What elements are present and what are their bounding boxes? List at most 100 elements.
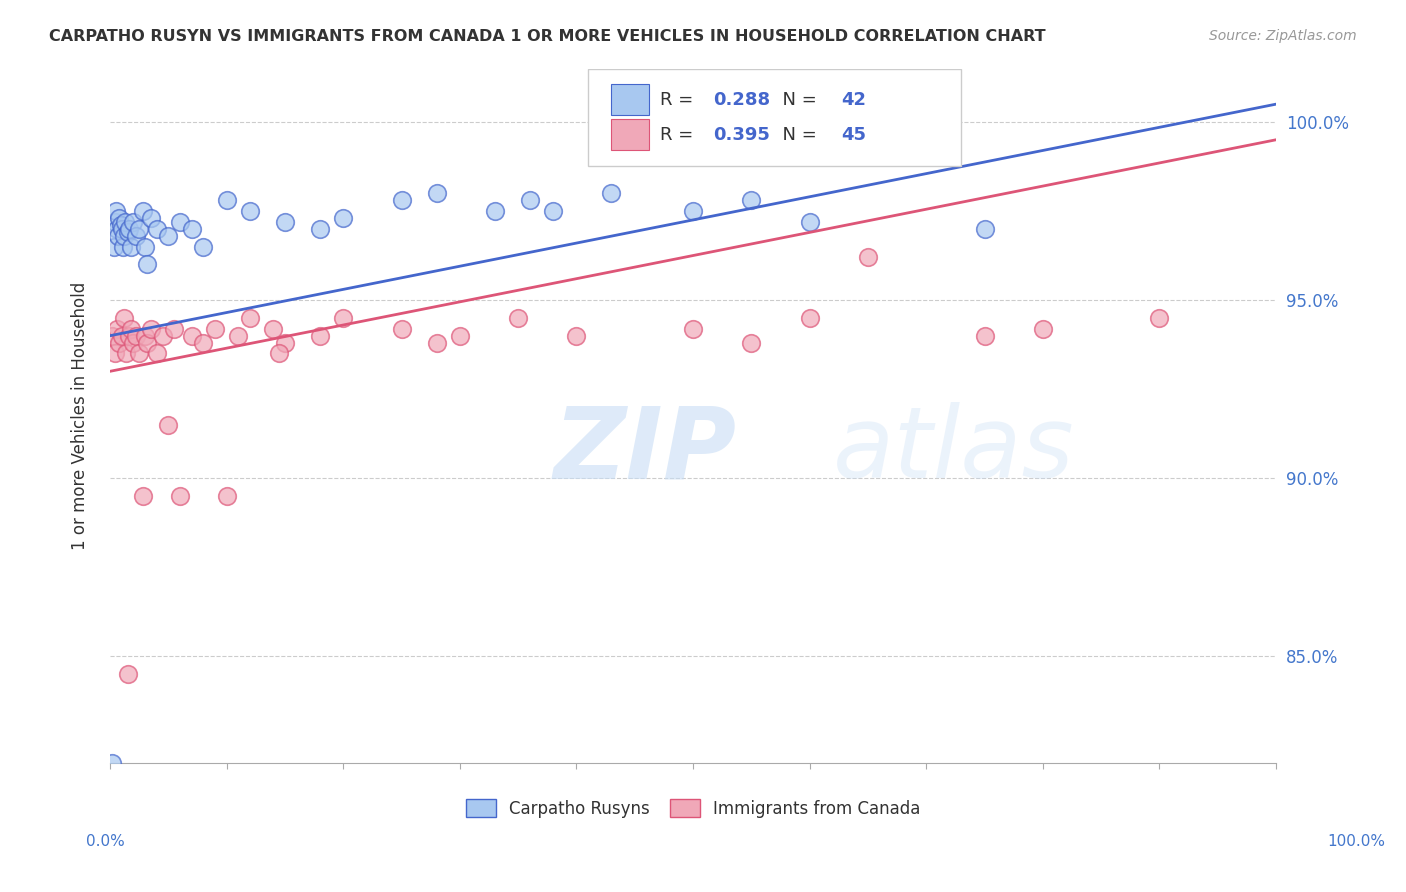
Point — [269, 346, 291, 360]
Point — [541, 204, 564, 219]
Point — [228, 328, 250, 343]
Point — [274, 335, 297, 350]
Point — [101, 328, 124, 343]
Point — [112, 229, 135, 244]
Point — [565, 328, 588, 343]
Point — [600, 186, 623, 201]
Point — [105, 321, 128, 335]
Point — [118, 328, 141, 343]
Point — [239, 204, 262, 219]
Point — [169, 489, 191, 503]
Point — [104, 204, 127, 219]
Point — [740, 194, 762, 208]
Point — [111, 222, 134, 236]
Text: ZIP: ZIP — [553, 402, 737, 499]
Point — [391, 321, 413, 335]
Point — [391, 194, 413, 208]
Point — [180, 328, 202, 343]
Point — [136, 257, 159, 271]
Point — [128, 346, 150, 360]
FancyBboxPatch shape — [612, 120, 648, 150]
Point — [108, 211, 131, 226]
Text: 45: 45 — [841, 126, 866, 144]
Point — [112, 310, 135, 325]
FancyBboxPatch shape — [612, 85, 648, 115]
Point — [274, 215, 297, 229]
Point — [132, 204, 155, 219]
Point — [425, 335, 447, 350]
Point — [120, 321, 142, 335]
FancyBboxPatch shape — [588, 69, 962, 166]
Point — [118, 222, 141, 236]
Text: 42: 42 — [841, 91, 866, 109]
Text: 100.0%: 100.0% — [1327, 834, 1386, 849]
Point — [508, 310, 530, 325]
Legend: Carpatho Rusyns, Immigrants from Canada: Carpatho Rusyns, Immigrants from Canada — [458, 793, 927, 824]
Point — [152, 328, 174, 343]
Point — [973, 328, 995, 343]
Point — [484, 204, 506, 219]
Point — [856, 250, 879, 264]
Point — [169, 215, 191, 229]
Text: 0.395: 0.395 — [713, 126, 769, 144]
Point — [157, 417, 180, 432]
Point — [115, 346, 138, 360]
Point — [107, 229, 129, 244]
Text: Source: ZipAtlas.com: Source: ZipAtlas.com — [1209, 29, 1357, 43]
Point — [105, 222, 128, 236]
Point — [204, 321, 226, 335]
Point — [309, 222, 332, 236]
Point — [128, 222, 150, 236]
Point — [799, 310, 821, 325]
Point — [122, 215, 145, 229]
Point — [104, 346, 127, 360]
Text: R =: R = — [661, 126, 699, 144]
Point — [122, 335, 145, 350]
Point — [114, 215, 136, 229]
Point — [108, 335, 131, 350]
Point — [332, 310, 354, 325]
Point — [682, 204, 704, 219]
Text: R =: R = — [661, 91, 699, 109]
Point — [103, 239, 125, 253]
Text: N =: N = — [772, 91, 823, 109]
Point — [740, 335, 762, 350]
Point — [163, 321, 186, 335]
Point — [136, 335, 159, 350]
Point — [139, 211, 162, 226]
Point — [145, 222, 167, 236]
Point — [125, 229, 148, 244]
Point — [180, 222, 202, 236]
Point — [104, 215, 127, 229]
Point — [1032, 321, 1054, 335]
Point — [117, 226, 139, 240]
Point — [799, 215, 821, 229]
Point — [215, 194, 238, 208]
Point — [215, 489, 238, 503]
Point — [132, 489, 155, 503]
Y-axis label: 1 or more Vehicles in Household: 1 or more Vehicles in Household — [72, 282, 89, 550]
Point — [117, 667, 139, 681]
Point — [332, 211, 354, 226]
Point — [134, 328, 156, 343]
Point — [139, 321, 162, 335]
Text: atlas: atlas — [832, 402, 1074, 499]
Point — [425, 186, 447, 201]
Point — [111, 239, 134, 253]
Point — [101, 756, 124, 771]
Text: N =: N = — [772, 126, 823, 144]
Text: 0.288: 0.288 — [713, 91, 770, 109]
Point — [973, 222, 995, 236]
Point — [145, 346, 167, 360]
Text: 0.0%: 0.0% — [86, 834, 125, 849]
Text: CARPATHO RUSYN VS IMMIGRANTS FROM CANADA 1 OR MORE VEHICLES IN HOUSEHOLD CORRELA: CARPATHO RUSYN VS IMMIGRANTS FROM CANADA… — [49, 29, 1046, 44]
Point — [682, 321, 704, 335]
Point — [110, 219, 132, 233]
Point — [157, 229, 180, 244]
Point — [134, 239, 156, 253]
Point — [125, 328, 148, 343]
Point — [193, 239, 215, 253]
Point — [1149, 310, 1171, 325]
Point — [449, 328, 471, 343]
Point — [262, 321, 284, 335]
